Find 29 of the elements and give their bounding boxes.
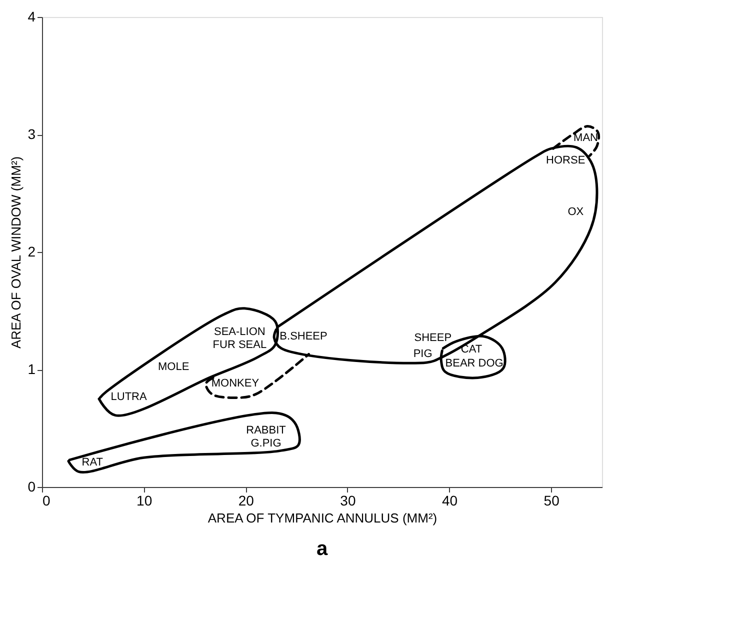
y-axis-title: AREA OF OVAL WINDOW (MM²) xyxy=(8,156,24,349)
y-tick-label: 0 xyxy=(28,478,36,494)
annotation: FUR SEAL xyxy=(212,339,267,352)
annotation: MAN xyxy=(574,132,598,144)
x-tick-label: 20 xyxy=(238,492,254,508)
y-tick-label: 2 xyxy=(28,244,36,260)
text: a xyxy=(316,538,328,560)
y-tick-label: 4 xyxy=(28,8,36,24)
annotation: SHEEP xyxy=(414,332,452,344)
annotation: RABBIT xyxy=(246,424,286,437)
x-axis-title: AREA OF TYMPANIC ANNULUS (MM²) xyxy=(208,510,438,526)
annotation: PIG xyxy=(413,348,432,360)
annotation: SEA-LION xyxy=(214,326,266,338)
x-tick-label: 50 xyxy=(544,492,560,508)
y-tick-label: 3 xyxy=(28,126,36,142)
annotation: B.SHEEP xyxy=(280,330,328,343)
x-tick-label: 40 xyxy=(442,492,458,508)
annotation: MONKEY xyxy=(211,378,260,390)
annotation: BEAR DOG xyxy=(445,357,504,370)
annotation: LUTRA xyxy=(110,390,148,403)
x-tick-label: 30 xyxy=(340,492,356,508)
y-tick-label: 1 xyxy=(28,361,36,377)
annotation: RAT xyxy=(82,456,104,469)
annotation: MOLE xyxy=(158,361,190,374)
annotation: G.PIG xyxy=(250,437,282,450)
annotation: HORSE xyxy=(546,154,586,166)
x-tick-label: 0 xyxy=(42,492,50,508)
x-tick-label: 10 xyxy=(136,492,152,508)
annotation: OX xyxy=(568,206,584,218)
